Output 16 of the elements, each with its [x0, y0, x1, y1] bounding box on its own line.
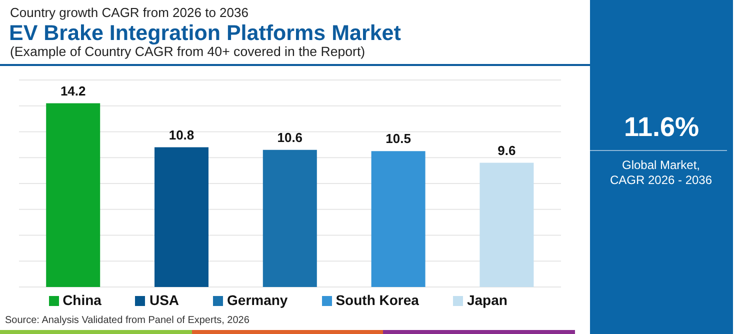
data-label: 10.8	[168, 127, 194, 142]
data-label: 9.6	[498, 142, 516, 158]
legend-label: Japan	[466, 292, 508, 308]
data-label: 10.5	[386, 131, 411, 146]
data-label: 14.2	[60, 83, 86, 98]
text: Global Market, CAGR 2026 - 2036	[610, 158, 712, 187]
legend-label: Germany	[227, 292, 288, 308]
legend-label: China	[62, 292, 102, 308]
text: 11.6%	[624, 112, 700, 142]
legend-label: South Korea	[336, 292, 419, 308]
chart-title: EV Brake Integration Platforms Market	[9, 21, 401, 45]
source-note: Source: Analysis Validated from Panel of Experts, 2026	[5, 315, 250, 326]
text: Country growth CAGR from 2026 to 2036	[10, 5, 248, 20]
data-label: 10.6	[277, 130, 303, 145]
legend-label: USA	[149, 292, 180, 308]
chart-subtitle: (Example of Country CAGR from 40+ covered in the Report)	[10, 44, 366, 59]
